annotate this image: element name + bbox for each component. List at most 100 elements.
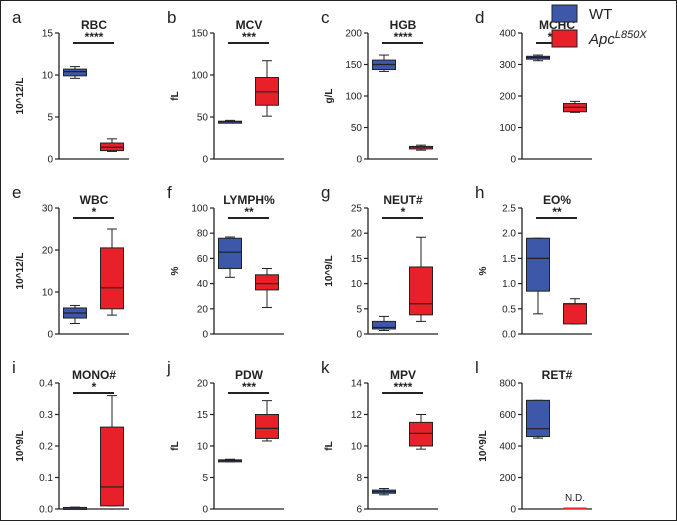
panel-letter: j [166, 358, 171, 377]
panel-b: b MCV fL 0 50 100 150 *** [167, 8, 284, 166]
y-tick-label: 150 [191, 29, 208, 40]
panel-letter: l [475, 358, 479, 377]
y-tick-label: 30 [42, 204, 54, 215]
y-tick-label: 0.3 [39, 410, 53, 421]
panel-letter: i [12, 358, 16, 377]
y-tick-label: 0 [202, 155, 208, 166]
panel-letter: d [475, 8, 484, 27]
legend-label-wt: WT [589, 6, 612, 23]
legend-label-apc-base: Apc [588, 31, 615, 48]
panel-a: a RBC 10^12/L 0 5 10 15 **** [12, 8, 129, 166]
box-apc [409, 145, 433, 150]
y-tick-label: 20 [197, 379, 209, 390]
y-tick-label: 0.4 [39, 379, 53, 390]
y-tick-label: 100 [191, 71, 208, 82]
panel-l: l RET# 10^9/L 0 200 400 600 800 N.D. [475, 358, 592, 516]
panel-letter: g [321, 183, 330, 202]
y-tick-label: 40 [197, 279, 209, 290]
significance-stars: **** [394, 380, 413, 394]
y-tick-label: 80 [197, 229, 209, 240]
legend-swatch-apc [551, 29, 578, 48]
y-tick-label: 10 [42, 288, 54, 299]
y-tick-label: 15 [351, 254, 363, 265]
y-tick-label: 60 [197, 254, 209, 265]
y-tick-label: 10 [351, 279, 363, 290]
y-tick-label: 6 [356, 505, 362, 516]
panel-e: e WBC 10^12/L 0 10 20 30 * [12, 183, 129, 341]
y-tick-label: 15 [197, 410, 209, 421]
y-tick-label: 10 [197, 442, 209, 453]
box-wt [372, 320, 396, 330]
y-tick-label: 0 [356, 155, 362, 166]
y-tick-label: 100 [191, 204, 208, 215]
y-tick-label: 10 [351, 442, 363, 453]
panel-i: i MONO# 10^9/L 0.0 0.1 0.2 0.3 0.4 * [12, 358, 129, 516]
y-tick-label: 0.0 [39, 505, 53, 516]
y-tick-label: 600 [499, 410, 516, 421]
panel-title: WBC [80, 193, 109, 207]
panel-g: g NEUT# 10^9/L 0 5 10 15 20 25 * [321, 183, 438, 341]
panel-title: NEUT# [383, 193, 423, 207]
y-axis-label: g/L [324, 89, 335, 104]
legend-swatch-wt [551, 4, 578, 23]
y-tick-label: 2.5 [502, 204, 516, 215]
y-tick-label: 15 [42, 29, 54, 40]
y-tick-label: 5 [47, 113, 53, 124]
y-tick-label: 50 [197, 113, 209, 124]
legend: WT ApcL850X [551, 4, 647, 48]
y-tick-label: 100 [499, 123, 516, 134]
panel-letter: h [475, 183, 484, 202]
y-tick-label: 1.5 [502, 254, 516, 265]
y-tick-label: 0.0 [502, 330, 516, 341]
panel-letter: b [167, 8, 176, 27]
y-tick-label: 5 [356, 304, 362, 315]
y-tick-label: 0.5 [502, 304, 516, 315]
y-axis-label: % [478, 266, 489, 275]
y-tick-label: 0 [202, 330, 208, 341]
panel-title: PDW [235, 368, 264, 382]
box-wt [63, 68, 87, 77]
y-tick-label: 100 [345, 92, 362, 103]
y-axis-label: 10^9/L [324, 255, 335, 286]
panel-f: f LYMPH%% 0 20 40 60 80 100 ** [167, 183, 284, 341]
y-tick-label: 1.0 [502, 279, 516, 290]
significance-stars: ** [552, 205, 562, 219]
y-tick-label: 200 [499, 92, 516, 103]
y-tick-label: 5 [202, 473, 208, 484]
y-axis-label: 10^12/L [15, 78, 26, 115]
panel-title: MONO# [72, 368, 116, 382]
y-tick-label: 10 [42, 71, 54, 82]
panel-letter: f [167, 183, 172, 202]
y-tick-label: 0.1 [39, 473, 53, 484]
y-tick-label: 50 [351, 123, 363, 134]
y-tick-label: 14 [351, 379, 363, 390]
y-tick-label: 20 [351, 229, 363, 240]
y-tick-label: 25 [351, 204, 363, 215]
y-tick-label: 0 [47, 155, 53, 166]
box-apc [100, 247, 124, 310]
not-detected-note: N.D. [565, 493, 585, 504]
box-apc [409, 421, 433, 447]
y-tick-label: 0 [47, 330, 53, 341]
significance-stars: * [401, 205, 406, 219]
y-axis-label: fL [324, 441, 335, 450]
significance-stars: *** [242, 30, 256, 44]
panel-letter: k [321, 358, 330, 377]
box-wt [526, 237, 550, 292]
panel-c: c HGB g/L 0 50 100 150 200 **** [321, 8, 438, 166]
significance-stars: **** [394, 30, 413, 44]
box-apc [409, 266, 433, 316]
panel-title: HGB [390, 18, 417, 32]
y-tick-label: 0.2 [39, 442, 53, 453]
box-apc [255, 414, 279, 439]
box-wt [218, 237, 242, 269]
panel-title: EO% [543, 193, 571, 207]
y-tick-label: 20 [42, 246, 54, 257]
significance-stars: *** [242, 380, 256, 394]
box-apc [563, 303, 587, 325]
y-tick-label: 2.0 [502, 229, 516, 240]
box-apc [100, 426, 124, 507]
y-tick-label: 0 [202, 505, 208, 516]
